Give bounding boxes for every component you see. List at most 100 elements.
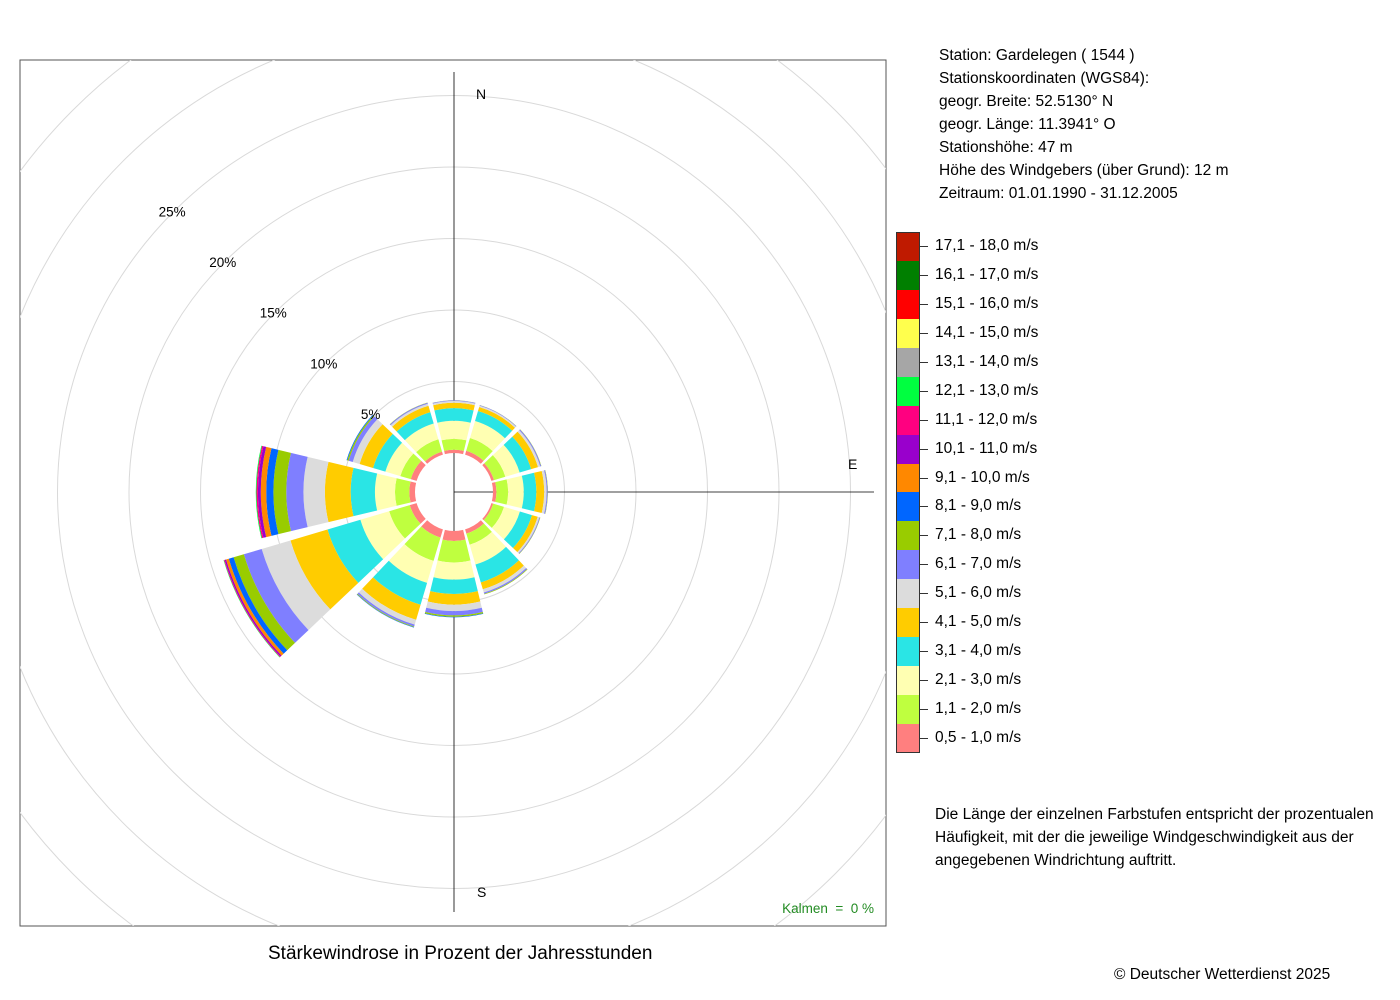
sector-0 [432,400,476,455]
station-name: Station: Gardelegen ( 1544 ) [939,47,1135,64]
sector-segment [433,402,475,411]
radial-tick-label: 5% [361,407,381,422]
legend-label: 6,1 - 7,0 m/s [935,555,1022,573]
legend-label: 12,1 - 13,0 m/s [935,381,1039,399]
sector-segment [426,601,482,612]
time-period: Zeitraum: 01.01.1990 - 31.12.2005 [939,185,1178,202]
legend-swatch [896,434,920,464]
sector-30 [465,404,517,464]
legend-tick [920,303,928,305]
legend-swatch [896,695,920,724]
sector-segment [534,470,545,514]
legend-swatch [896,608,920,638]
legend-tick [920,535,928,537]
sector-segment [479,405,516,428]
legend-swatch [896,637,920,667]
sector-segment [433,560,475,580]
sector-segment [410,460,426,481]
legend-label: 10,1 - 11,0 m/s [935,439,1038,457]
sector-segment [521,472,537,512]
sector-segment [256,445,264,539]
legend-tick [920,622,928,624]
sector-segment [437,539,471,563]
sector-segment [324,461,354,523]
legend-swatch [896,376,920,406]
sector-segment [506,475,524,509]
sector-segment [327,519,384,583]
legend-tick [920,737,928,739]
sector-segment [352,419,383,465]
sector-segment [404,526,441,561]
sector-segment [347,415,375,461]
sector-segment [360,511,405,560]
sector-segment [442,529,466,542]
sector-segment [492,444,520,477]
sector-segment [512,431,539,470]
sector-segment [303,456,329,528]
sector-segment [491,482,497,502]
sector-segment [466,523,492,545]
legend-label: 3,1 - 4,0 m/s [935,642,1022,660]
sector-segment [483,568,528,594]
explanation-text: Die Länge der einzelnen Farbstufen entsp… [935,803,1395,872]
sector-segment [424,613,484,618]
sector-segment [480,560,524,590]
copyright: © Deutscher Wetterdienst 2025 [1114,966,1331,983]
legend-tick [920,680,928,682]
legend-tick [920,709,928,710]
legend-tick [920,564,928,566]
legend-swatch [896,666,920,695]
sector-segment [358,588,417,625]
sector-segment [260,446,272,538]
sector-segment [409,503,426,524]
legend-tick [920,274,928,276]
legend-swatch [896,405,920,435]
legend-label: 8,1 - 9,0 m/s [935,497,1022,515]
sector-segment [243,548,309,643]
legend-swatch [896,463,920,493]
sector-60 [482,429,542,481]
sector-segment [416,439,443,462]
sector-90 [491,470,548,514]
sector-segment [424,611,484,617]
sector-210 [356,520,443,628]
legend-label: 14,1 - 15,0 m/s [935,323,1039,341]
sector-segment [390,403,429,427]
sector-segment [441,438,467,451]
sector-segment [357,592,415,627]
legend-swatch [896,579,920,609]
sector-segment [388,544,434,583]
sector-segment [290,529,359,610]
anemometer-height: Höhe des Windgebers (über Grund): 12 m [939,162,1229,179]
station-info: Station: Gardelegen ( 1544 ) Stationskoo… [939,44,1228,205]
legend-label: 2,1 - 3,0 m/s [935,671,1022,689]
legend-label: 5,1 - 6,0 m/s [935,584,1022,602]
legend-label: 16,1 - 17,0 m/s [935,265,1039,283]
legend-tick [920,506,928,508]
sector-segment [475,411,513,439]
sector-segment [482,463,494,481]
sector-segment [362,577,421,620]
legend-swatch [896,521,920,551]
sector-segment [273,449,291,535]
sector-segment [373,560,428,605]
sector-segment [544,470,548,514]
sector-segment [512,515,538,553]
sector-120 [482,503,541,554]
sector-240 [223,503,426,658]
sector-segment [469,531,507,565]
sector-segment [477,407,516,431]
legend-swatch [896,347,920,377]
sector-segment [421,520,443,538]
sector-segment [427,591,481,605]
sector-segment [465,520,484,534]
legend-tick [920,246,928,247]
sector-segment [482,565,527,593]
sector-segment [484,455,506,481]
legend-label: 17,1 - 18,0 m/s [935,237,1039,254]
legend-tick [920,448,928,450]
sector-segment [228,557,288,654]
sector-segment [437,420,471,441]
sector-segment [482,503,494,521]
legend-swatch [896,260,920,290]
